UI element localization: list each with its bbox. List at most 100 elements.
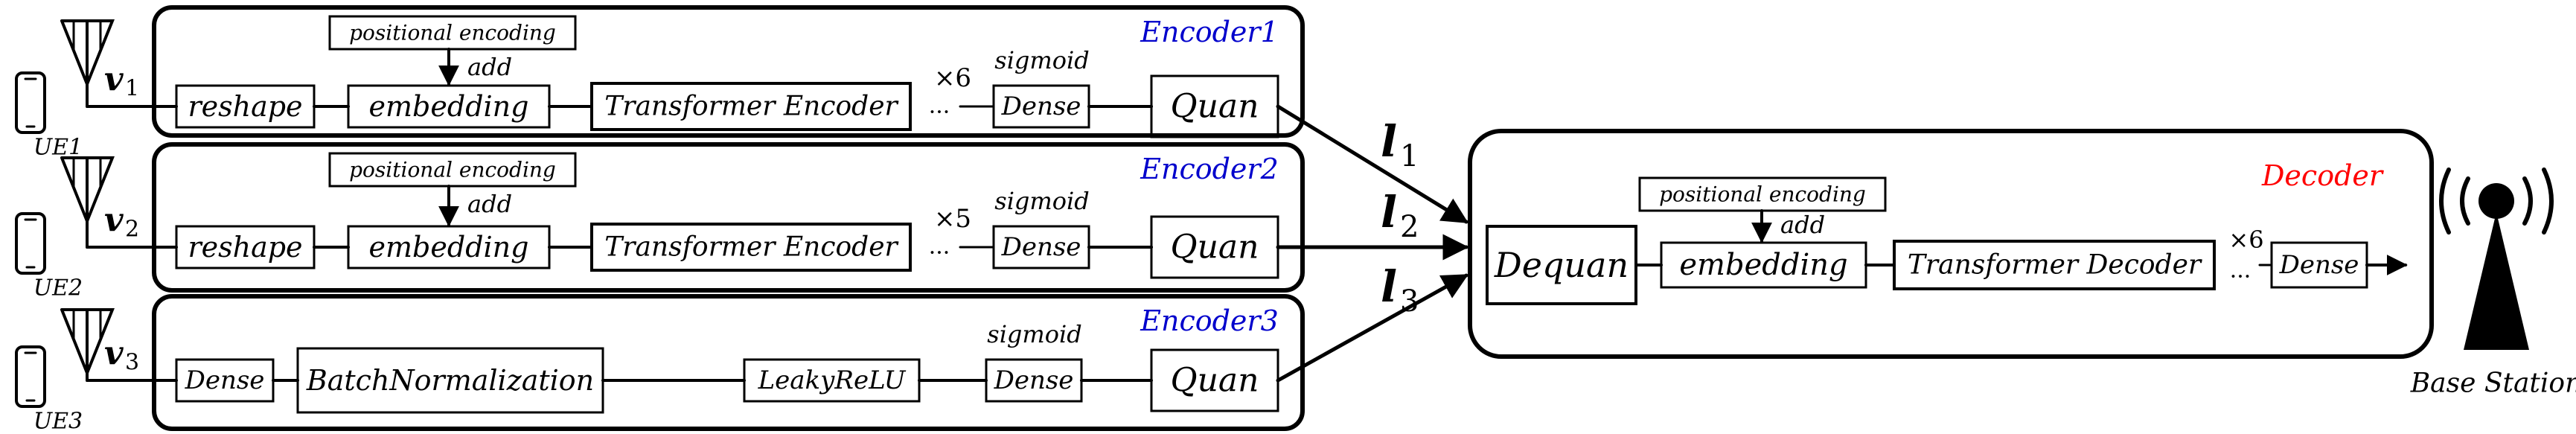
decoder: Decoder Dequan embedding Transformer Decode…: [1468, 129, 2434, 359]
transformer-decoder-block-label: Transformer Decoder: [1908, 250, 2202, 281]
dense-block: Dense: [992, 225, 1090, 269]
dense-block: Dense: [985, 358, 1083, 403]
reshape-block: reshape: [175, 84, 316, 129]
phone-icon: [15, 212, 46, 275]
reshape-block-label: reshape: [188, 231, 302, 264]
transformer-encoder-block-label: Transformer Encoder: [604, 92, 898, 122]
add-label: add: [467, 190, 512, 218]
repeat-count: ×6: [2228, 226, 2263, 254]
quan-block: Quan: [1150, 348, 1279, 412]
activation-label: sigmoid: [994, 187, 1089, 215]
positional-encoding-block-label: positional encoding: [349, 21, 556, 45]
signal-wave: [2522, 176, 2533, 226]
embedding-block-label: embedding: [369, 90, 529, 123]
dense-block: Dense: [992, 84, 1090, 129]
quan-block-label: Quan: [1171, 88, 1259, 126]
dense-input-block: Dense: [175, 358, 275, 403]
antenna-icon: [60, 156, 115, 249]
positional-encoding-block: positional encoding: [328, 152, 577, 188]
dense-output-block-label: Dense: [2279, 250, 2359, 280]
leakyrelu-block-label: LeakyReLU: [758, 366, 907, 395]
link-subscript: 1: [1400, 139, 1419, 173]
transformer-encoder-block-label: Transformer Encoder: [604, 232, 898, 263]
positional-encoding-block: positional encoding: [328, 15, 577, 51]
encoder-1: Encoder1 UE1 v 1 reshape embedding Transformer…: [15, 5, 1305, 161]
activation-label: sigmoid: [994, 46, 1089, 74]
tower-emitter: [2478, 183, 2514, 219]
encoder-frame: [152, 142, 1305, 293]
add-label: add: [1780, 211, 1825, 239]
embedding-block: embedding: [347, 225, 551, 269]
link-arrow-3: [1276, 273, 1469, 383]
leakyrelu-block: LeakyReLU: [743, 358, 921, 403]
decoder-title: Decoder: [2261, 159, 2385, 192]
dequan-block-label: Dequan: [1494, 245, 1629, 285]
positional-encoding-block-box: [328, 152, 577, 188]
signal-wave: [2439, 167, 2451, 234]
link-symbol: l: [1381, 187, 1397, 237]
encoder-frame: [152, 294, 1305, 431]
repeat-dots: ···: [929, 240, 950, 267]
quan-block: Quan: [1150, 215, 1279, 279]
encoder-title: Encoder3: [1140, 304, 1279, 337]
encoder-title: Encoder2: [1140, 153, 1279, 185]
reshape-block: reshape: [175, 225, 316, 269]
signal-wave: [2542, 167, 2554, 234]
base-station-tower-icon: Base Station: [2410, 167, 2576, 399]
transformer-decoder-block-box: [1893, 240, 2216, 290]
decoder-frame: [1468, 129, 2434, 359]
phone-body: [15, 345, 46, 408]
tower-mast: [2464, 212, 2529, 350]
batchnorm-block-label: BatchNormalization: [306, 364, 594, 397]
ue-label: UE3: [33, 409, 83, 434]
link-arrows: l 1l 2l 3: [1276, 104, 1469, 383]
base-station-label: Base Station: [2410, 368, 2576, 399]
antenna-icon: [60, 19, 115, 108]
antenna-icon: [60, 308, 115, 382]
transformer-encoder-block: Transformer Encoder: [590, 223, 912, 272]
positional-encoding-block-label: positional encoding: [1659, 182, 1866, 207]
quan-block: Quan: [1150, 74, 1279, 138]
v-subscript: 3: [125, 350, 139, 376]
encoder-title: Encoder1: [1140, 16, 1279, 48]
embedding-block: embedding: [1660, 241, 1867, 289]
v-symbol: v: [104, 335, 124, 373]
phone-body: [15, 212, 46, 275]
phone-body: [15, 71, 46, 134]
embedding-block-label: embedding: [1679, 248, 1847, 282]
transformer-decoder-block: Transformer Decoder: [1893, 240, 2216, 290]
link-symbol: l: [1381, 116, 1397, 167]
dense-block-label: Dense: [1001, 92, 1081, 121]
v-subscript: 2: [125, 217, 139, 243]
dense-output-block: Dense: [2270, 241, 2368, 289]
phone-icon: [15, 345, 46, 408]
signal-wave: [2460, 176, 2470, 226]
dense-block-label: Dense: [1001, 232, 1081, 262]
add-label: add: [467, 53, 512, 81]
repeat-dots: ···: [929, 100, 950, 126]
link-subscript: 3: [1400, 284, 1419, 319]
phone-icon: [15, 71, 46, 134]
dense-input-block-label: Dense: [185, 366, 265, 395]
v-symbol: v: [104, 202, 124, 240]
repeat-count: ×5: [934, 204, 971, 234]
quan-block-label: Quan: [1171, 229, 1259, 267]
batchnorm-block: BatchNormalization: [296, 347, 604, 414]
transformer-encoder-block: Transformer Encoder: [590, 82, 912, 131]
encoder-2: Encoder2 UE2 v 2 reshape embedding Transformer…: [15, 142, 1305, 301]
dense-block-label: Dense: [994, 366, 1074, 395]
v-symbol: v: [104, 61, 124, 99]
encoder-3: Encoder3 UE3 v 3 Dense BatchNormalization Leak…: [15, 294, 1305, 434]
link-symbol: l: [1381, 261, 1397, 312]
link-arrow-1: [1276, 104, 1468, 224]
dequan-block: Dequan: [1486, 225, 1637, 305]
reshape-block-label: reshape: [188, 90, 302, 123]
embedding-block-label: embedding: [369, 231, 529, 264]
